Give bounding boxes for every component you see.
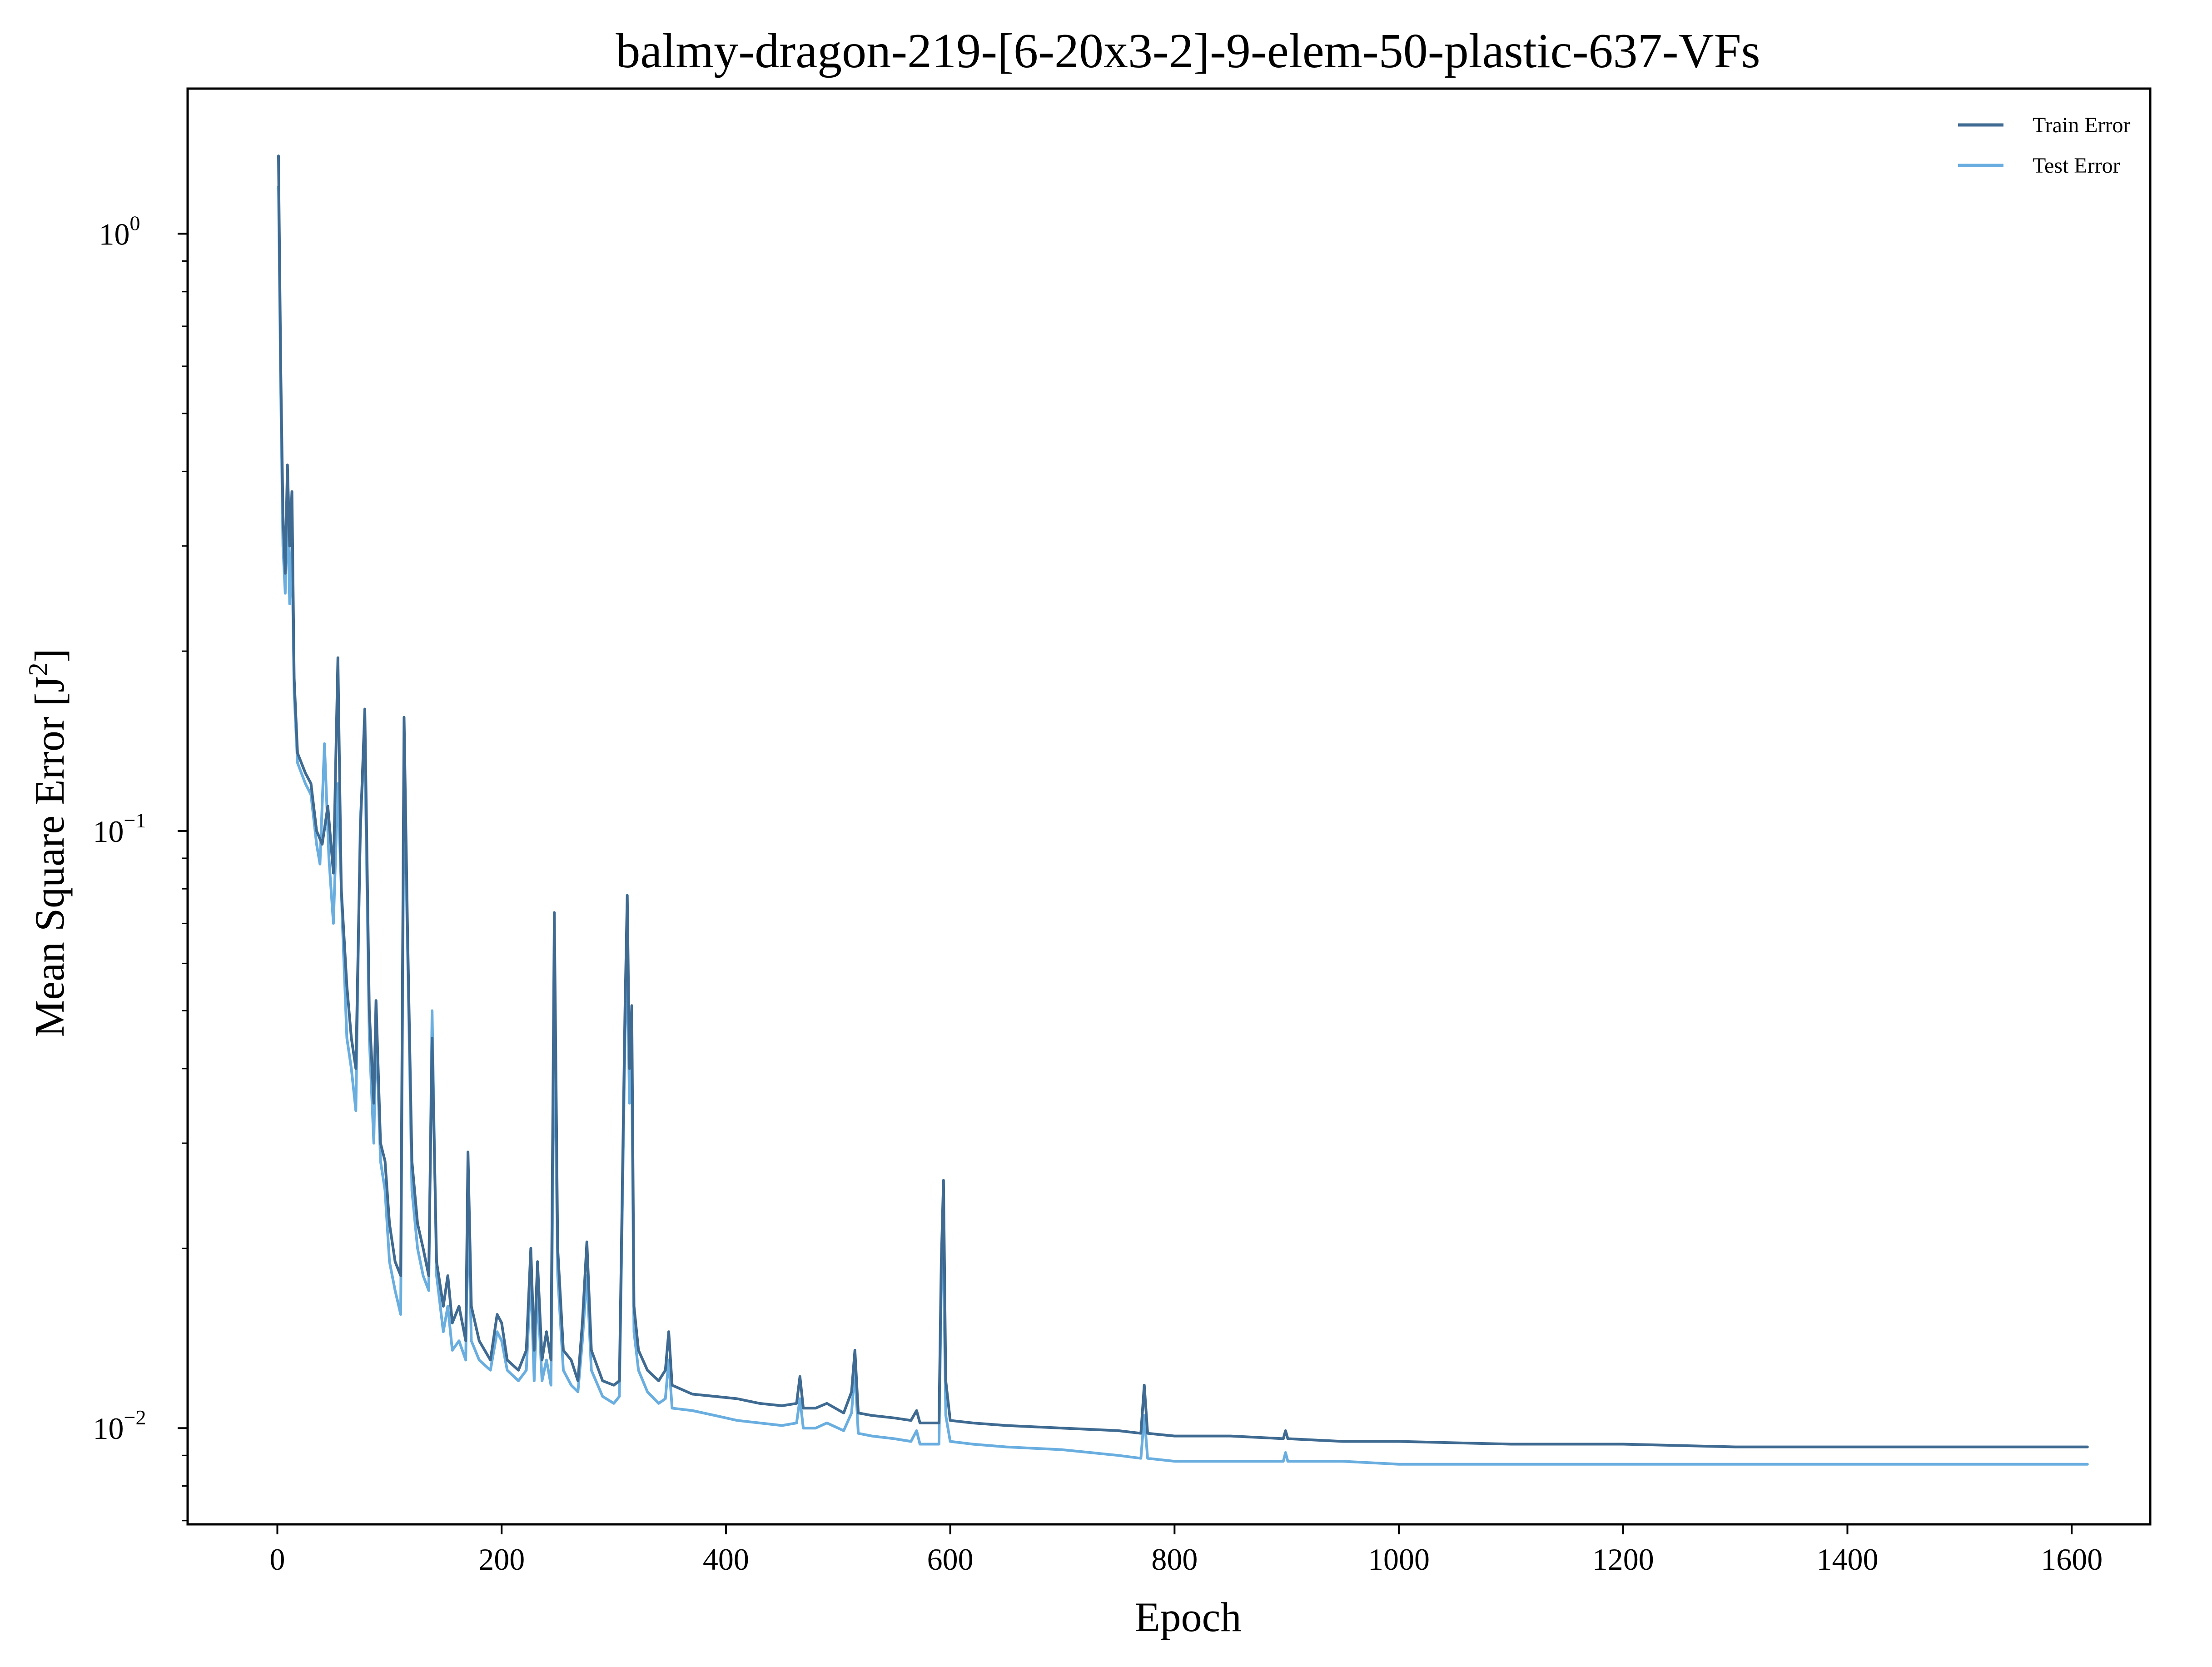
x-tick-label-200: 200	[478, 1542, 525, 1577]
y-tick-base-2: 10	[93, 1411, 124, 1446]
plot-frame	[186, 87, 2152, 1526]
x-tick-label-400: 400	[703, 1542, 749, 1577]
y-tick-exponent-0: 0	[130, 211, 140, 234]
x-axis-label: Epoch	[1134, 1594, 1241, 1640]
x-tick-label-1200: 1200	[1592, 1542, 1654, 1577]
series-line-train-error	[277, 154, 2089, 1448]
x-tick-label-800: 800	[1151, 1542, 1198, 1577]
legend-label-test: Test Error	[2033, 154, 2120, 178]
chart-title: balmy-dragon-219-[6-20x3-2]-9-elem-50-pl…	[616, 24, 1760, 78]
y-tick-label-2: 10−2	[93, 1406, 146, 1446]
y-tick-label-0: 100	[99, 211, 140, 251]
y-tick-label-1: 10−1	[93, 809, 146, 849]
x-tick-label-1000: 1000	[1368, 1542, 1430, 1577]
y-axis-label-superscript: 2	[23, 662, 53, 676]
legend-label-train: Train Error	[2033, 113, 2131, 137]
y-tick-base-0: 10	[99, 217, 130, 251]
y-axis-label-main: Mean Square Error [J	[26, 676, 73, 1037]
x-tick-label-1400: 1400	[1816, 1542, 1878, 1577]
y-axis-label-close: ]	[26, 648, 73, 662]
legend: Train Error Test Error	[1958, 113, 2131, 178]
y-tick-exponent-1: −1	[124, 809, 146, 832]
x-axis-ticks: 0 200 400 600 800 1000 1200 1400 1600	[269, 1524, 2103, 1577]
x-tick-label-1600: 1600	[2041, 1542, 2103, 1577]
x-tick-label-600: 600	[927, 1542, 974, 1577]
y-tick-base-1: 10	[93, 814, 124, 849]
y-tick-exponent-2: −2	[124, 1406, 146, 1429]
x-tick-label-0: 0	[269, 1542, 285, 1577]
series-layer	[277, 154, 2089, 1466]
y-axis-label: Mean Square Error [J2]	[23, 648, 73, 1037]
